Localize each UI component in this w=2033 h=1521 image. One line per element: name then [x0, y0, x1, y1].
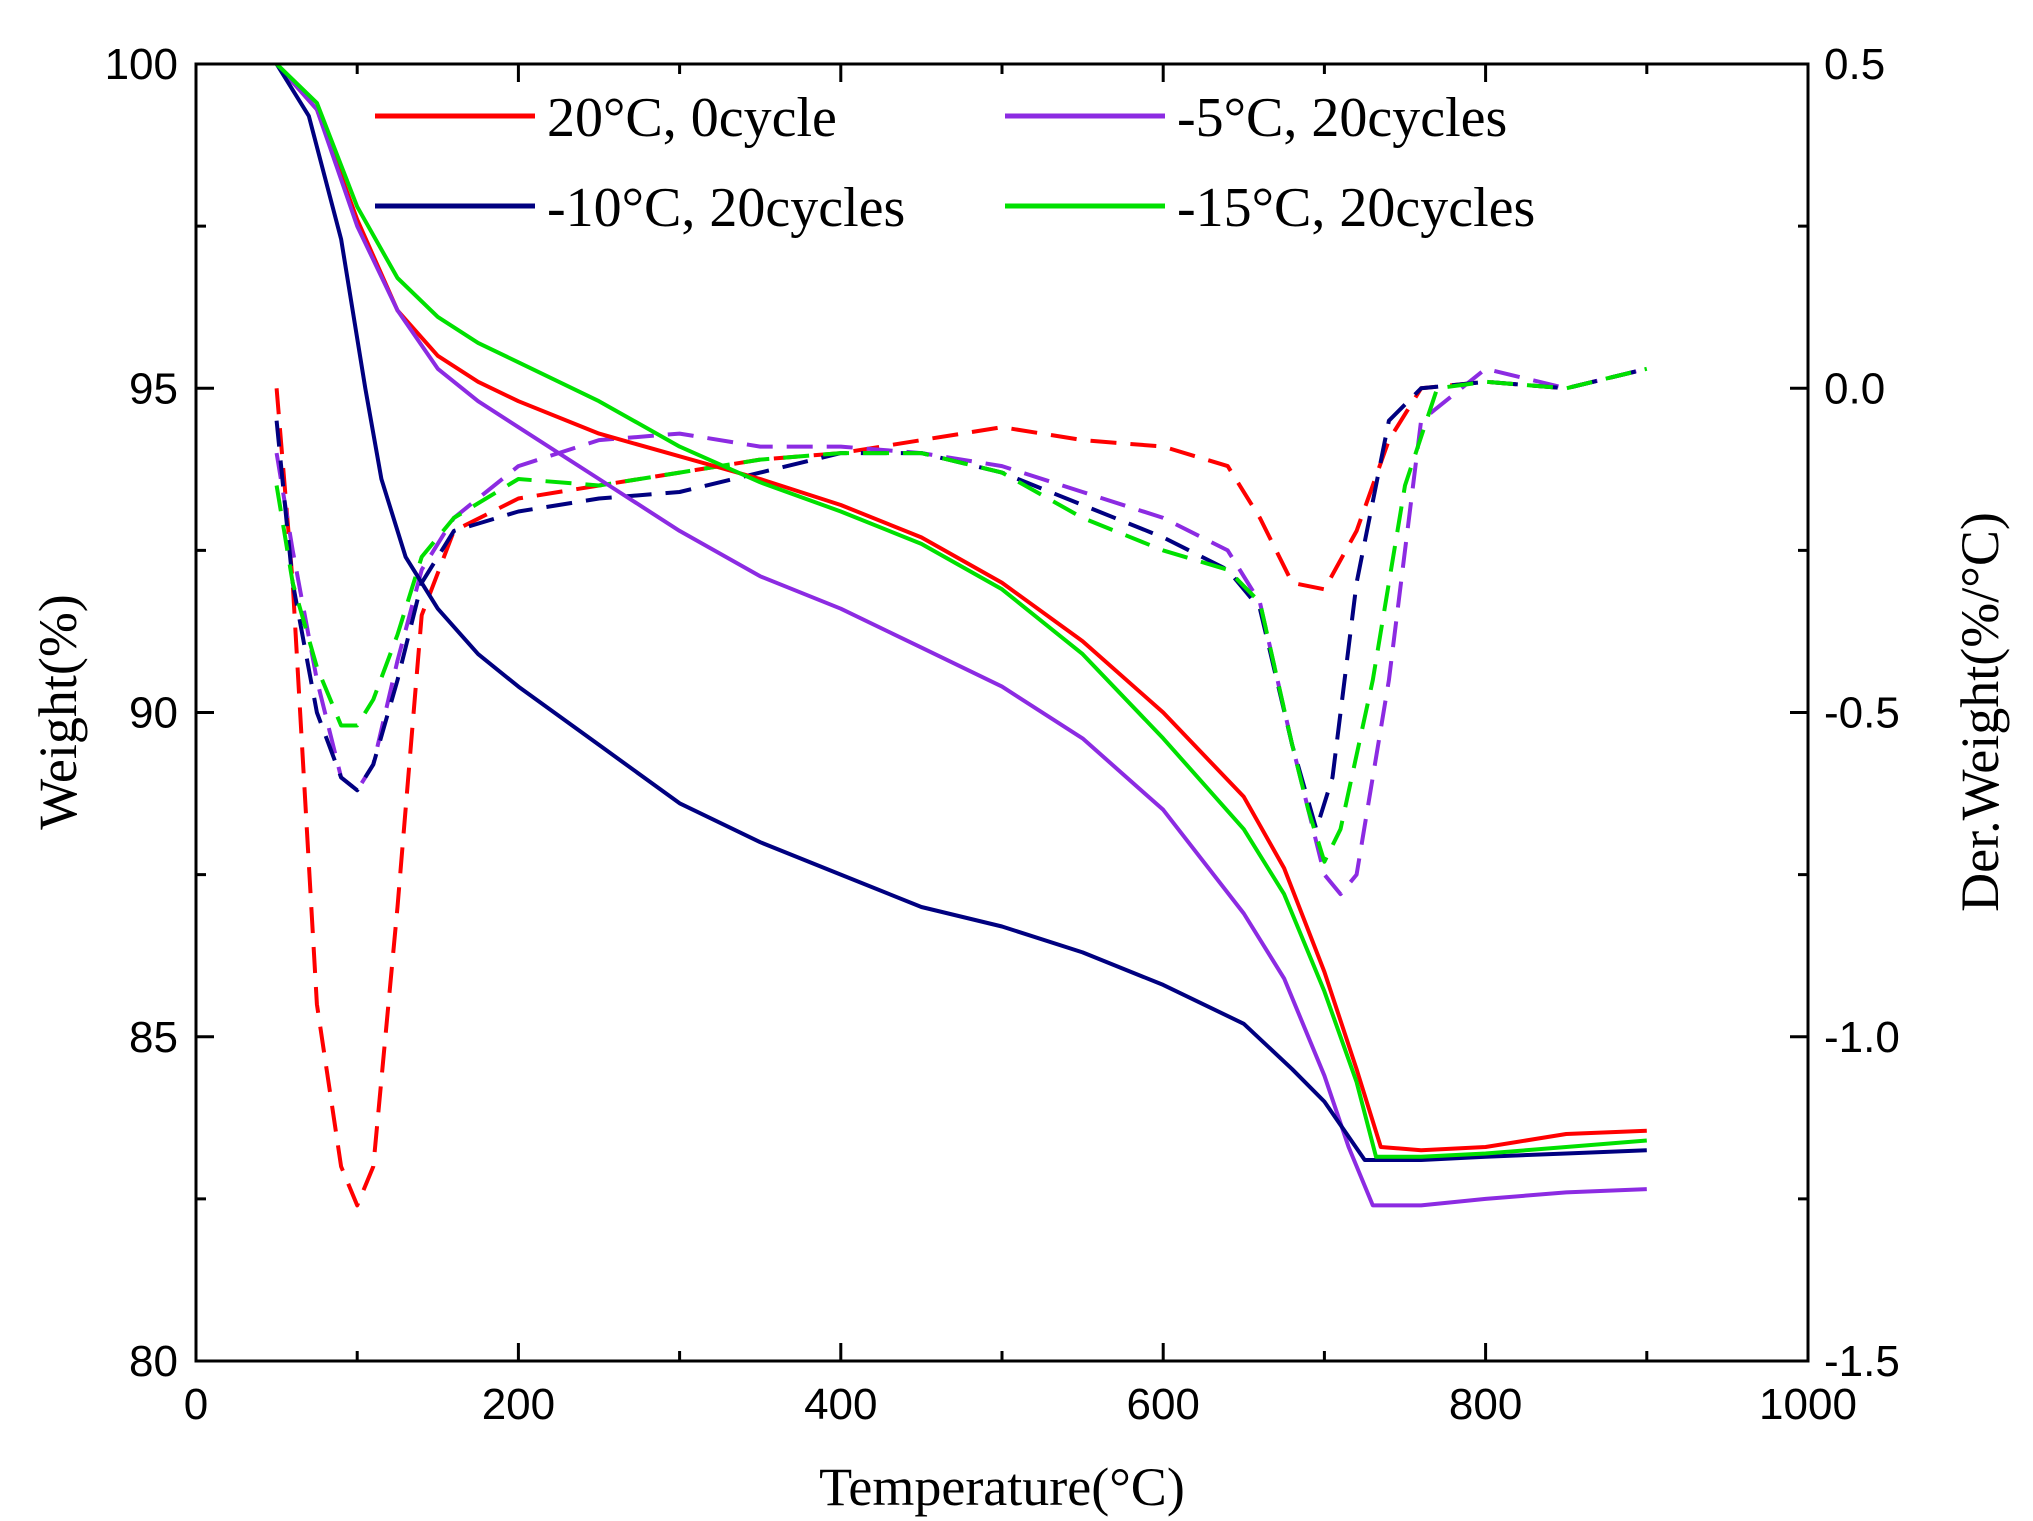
x-tick-label: 1000 [1759, 1380, 1857, 1429]
y-left-tick-label: 80 [129, 1337, 178, 1386]
y-right-tick-label: -1.5 [1824, 1337, 1900, 1386]
axes: 0 200 400 600 800 1000 80 85 90 95 100 -1.5 -1.0 -0.5… [105, 40, 1900, 1429]
y-axis-title-right: Der.Weight(%/°C) [1950, 512, 2010, 912]
y-right-tick-label: -1.0 [1824, 1013, 1900, 1062]
plot-frame [194, 62, 1810, 1363]
y-left-tick-label: 90 [129, 689, 178, 738]
y-left-tick-label: 85 [129, 1013, 178, 1062]
y-right-tick-label: 0.0 [1824, 364, 1885, 413]
derivative-line-20C_0cycle [274, 366, 1648, 1208]
derivative-line-m10C_20cycles [274, 366, 1648, 832]
x-tick-label: 800 [1449, 1380, 1522, 1429]
legend-label-m10C_20cycles: -10°C, 20cycles [547, 177, 905, 239]
legend-label-m5C_20cycles: -5°C, 20cycles [1177, 87, 1507, 149]
x-tick-label: 0 [184, 1380, 208, 1429]
x-tick-label: 200 [482, 1380, 555, 1429]
x-tick-label: 600 [1126, 1380, 1199, 1429]
derivative-line-m5C_20cycles [274, 366, 1648, 897]
y-right-tick-label: 0.5 [1824, 40, 1885, 89]
x-tick-label: 400 [804, 1380, 877, 1429]
y-right-tick-label: -0.5 [1824, 689, 1900, 738]
plot-content [274, 62, 1648, 1208]
x-axis-title: Temperature(°C) [819, 1457, 1185, 1517]
weight-line-m5C_20cycles [275, 62, 1647, 1208]
weight-line-m15C_20cycles [275, 62, 1647, 1159]
y-axis-title-left: Weight(%) [28, 594, 88, 830]
derivative-line-m15C_20cycles [274, 366, 1648, 864]
legend-label-20C_0cycle: 20°C, 0cycle [547, 87, 837, 149]
y-left-tick-label: 100 [105, 40, 178, 89]
weight-line-m10C_20cycles [274, 62, 1647, 1162]
weight-line-20C_0cycle [275, 62, 1647, 1153]
y-left-tick-label: 95 [129, 364, 178, 413]
legend: 20°C, 0cycle -5°C, 20cycles -10°C, 20cycle… [375, 87, 1535, 239]
legend-label-m15C_20cycles: -15°C, 20cycles [1177, 177, 1535, 239]
